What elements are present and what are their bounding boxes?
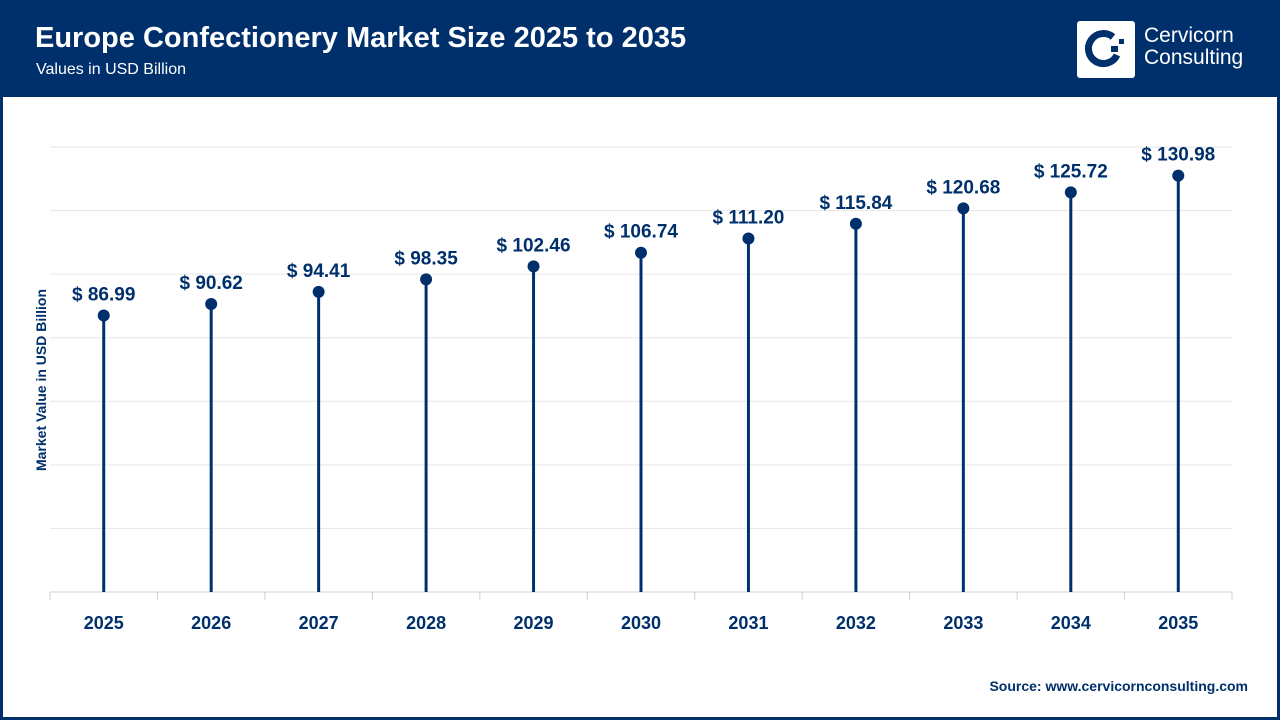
data-label: $ 90.62 xyxy=(179,273,242,294)
logo-mark-icon xyxy=(1084,30,1124,67)
source-text: Source: www.cervicornconsulting.com xyxy=(989,678,1248,694)
lollipop-dot xyxy=(1064,186,1077,199)
lollipop-dot xyxy=(1172,169,1185,182)
data-label: $ 125.72 xyxy=(1034,161,1108,182)
logo-line1: Cervicorn xyxy=(1144,24,1234,47)
x-tick-label: 2027 xyxy=(299,613,339,633)
cervicorn-logo xyxy=(1077,21,1135,78)
lollipop-dot xyxy=(205,297,218,310)
data-label: $ 120.68 xyxy=(926,177,1000,198)
lollipop-dot xyxy=(97,309,110,322)
data-label: $ 106.74 xyxy=(604,222,678,243)
lollipop-dot xyxy=(849,217,862,230)
data-label: $ 102.46 xyxy=(497,235,571,256)
x-tick-label: 2029 xyxy=(514,613,554,633)
lollipop-dot xyxy=(527,260,540,273)
logo-line2: Consulting xyxy=(1144,46,1244,69)
x-tick-label: 2031 xyxy=(728,613,768,633)
data-label: $ 115.84 xyxy=(819,193,892,214)
x-tick-label: 2030 xyxy=(621,613,661,633)
data-label: $ 94.41 xyxy=(287,261,351,282)
chart-title: Europe Confectionery Market Size 2025 to… xyxy=(35,22,687,54)
data-label: $ 130.98 xyxy=(1141,145,1215,166)
lollipop-dot xyxy=(420,273,433,286)
chart-subtitle: Values in USD Billion xyxy=(36,61,186,78)
lollipop-dot xyxy=(312,285,325,298)
lollipop-dot xyxy=(742,232,755,245)
x-tick-label: 2034 xyxy=(1051,613,1091,633)
lollipop-dot xyxy=(957,202,970,215)
header-banner: Europe Confectionery Market Size 2025 to… xyxy=(0,0,1280,97)
lollipop-dot xyxy=(635,246,647,259)
logo-text: Cervicorn Consulting xyxy=(1144,25,1243,69)
data-label: $ 111.20 xyxy=(713,208,785,229)
x-tick-label: 2025 xyxy=(84,613,124,633)
data-label: $ 98.35 xyxy=(394,248,458,269)
x-tick-label: 2026 xyxy=(191,613,231,633)
x-tick-label: 2035 xyxy=(1158,613,1198,633)
x-tick-label: 2033 xyxy=(943,613,983,633)
data-label: $ 86.99 xyxy=(72,284,135,305)
x-tick-label: 2032 xyxy=(836,613,876,633)
x-tick-label: 2028 xyxy=(406,613,446,633)
